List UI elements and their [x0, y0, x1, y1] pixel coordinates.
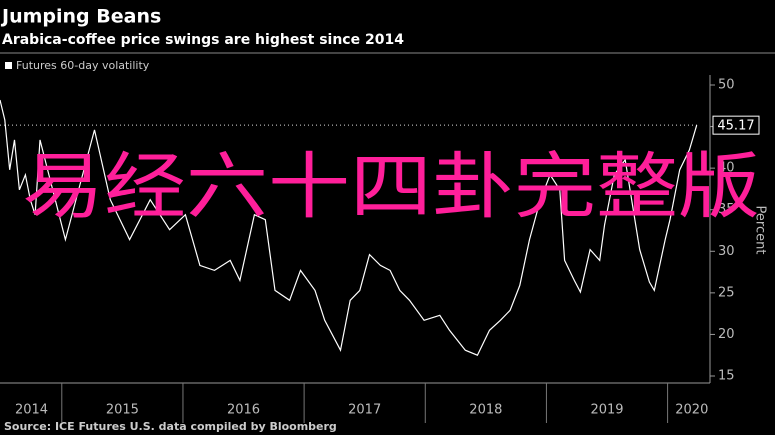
legend-swatch	[5, 62, 12, 69]
x-tick-label: 2019	[590, 403, 623, 418]
chart-title: Jumping Beans	[0, 6, 161, 28]
chart-subtitle: Arabica-coffee price swings are highest …	[2, 32, 404, 48]
y-tick-label: 25	[718, 285, 735, 300]
y-tick-label: 40	[718, 161, 735, 176]
y-tick-label: 20	[718, 327, 735, 342]
value-label-box	[712, 115, 760, 135]
x-tick-label: 2017	[348, 403, 381, 418]
y-tick-label: 35	[718, 202, 735, 217]
y-tick-label: 50	[718, 78, 735, 93]
y-tick-label: 30	[718, 244, 735, 259]
source: Source: ICE Futures U.S. data compiled b…	[4, 420, 337, 433]
x-tick-label: 2016	[227, 403, 260, 418]
data-line	[0, 99, 698, 356]
y-tick-label: 15	[718, 369, 735, 384]
legend-label: Futures 60-day volatility	[16, 59, 150, 72]
y-axis-label: Percent	[753, 206, 768, 255]
value-label: 45.17	[717, 119, 754, 134]
x-tick-label: 2014	[15, 403, 48, 418]
overlay-text: 易经六十四卦完整版	[22, 145, 760, 229]
x-tick-label: 2018	[469, 403, 502, 418]
x-tick-label: 2020	[675, 403, 708, 418]
x-tick-label: 2015	[106, 403, 139, 418]
